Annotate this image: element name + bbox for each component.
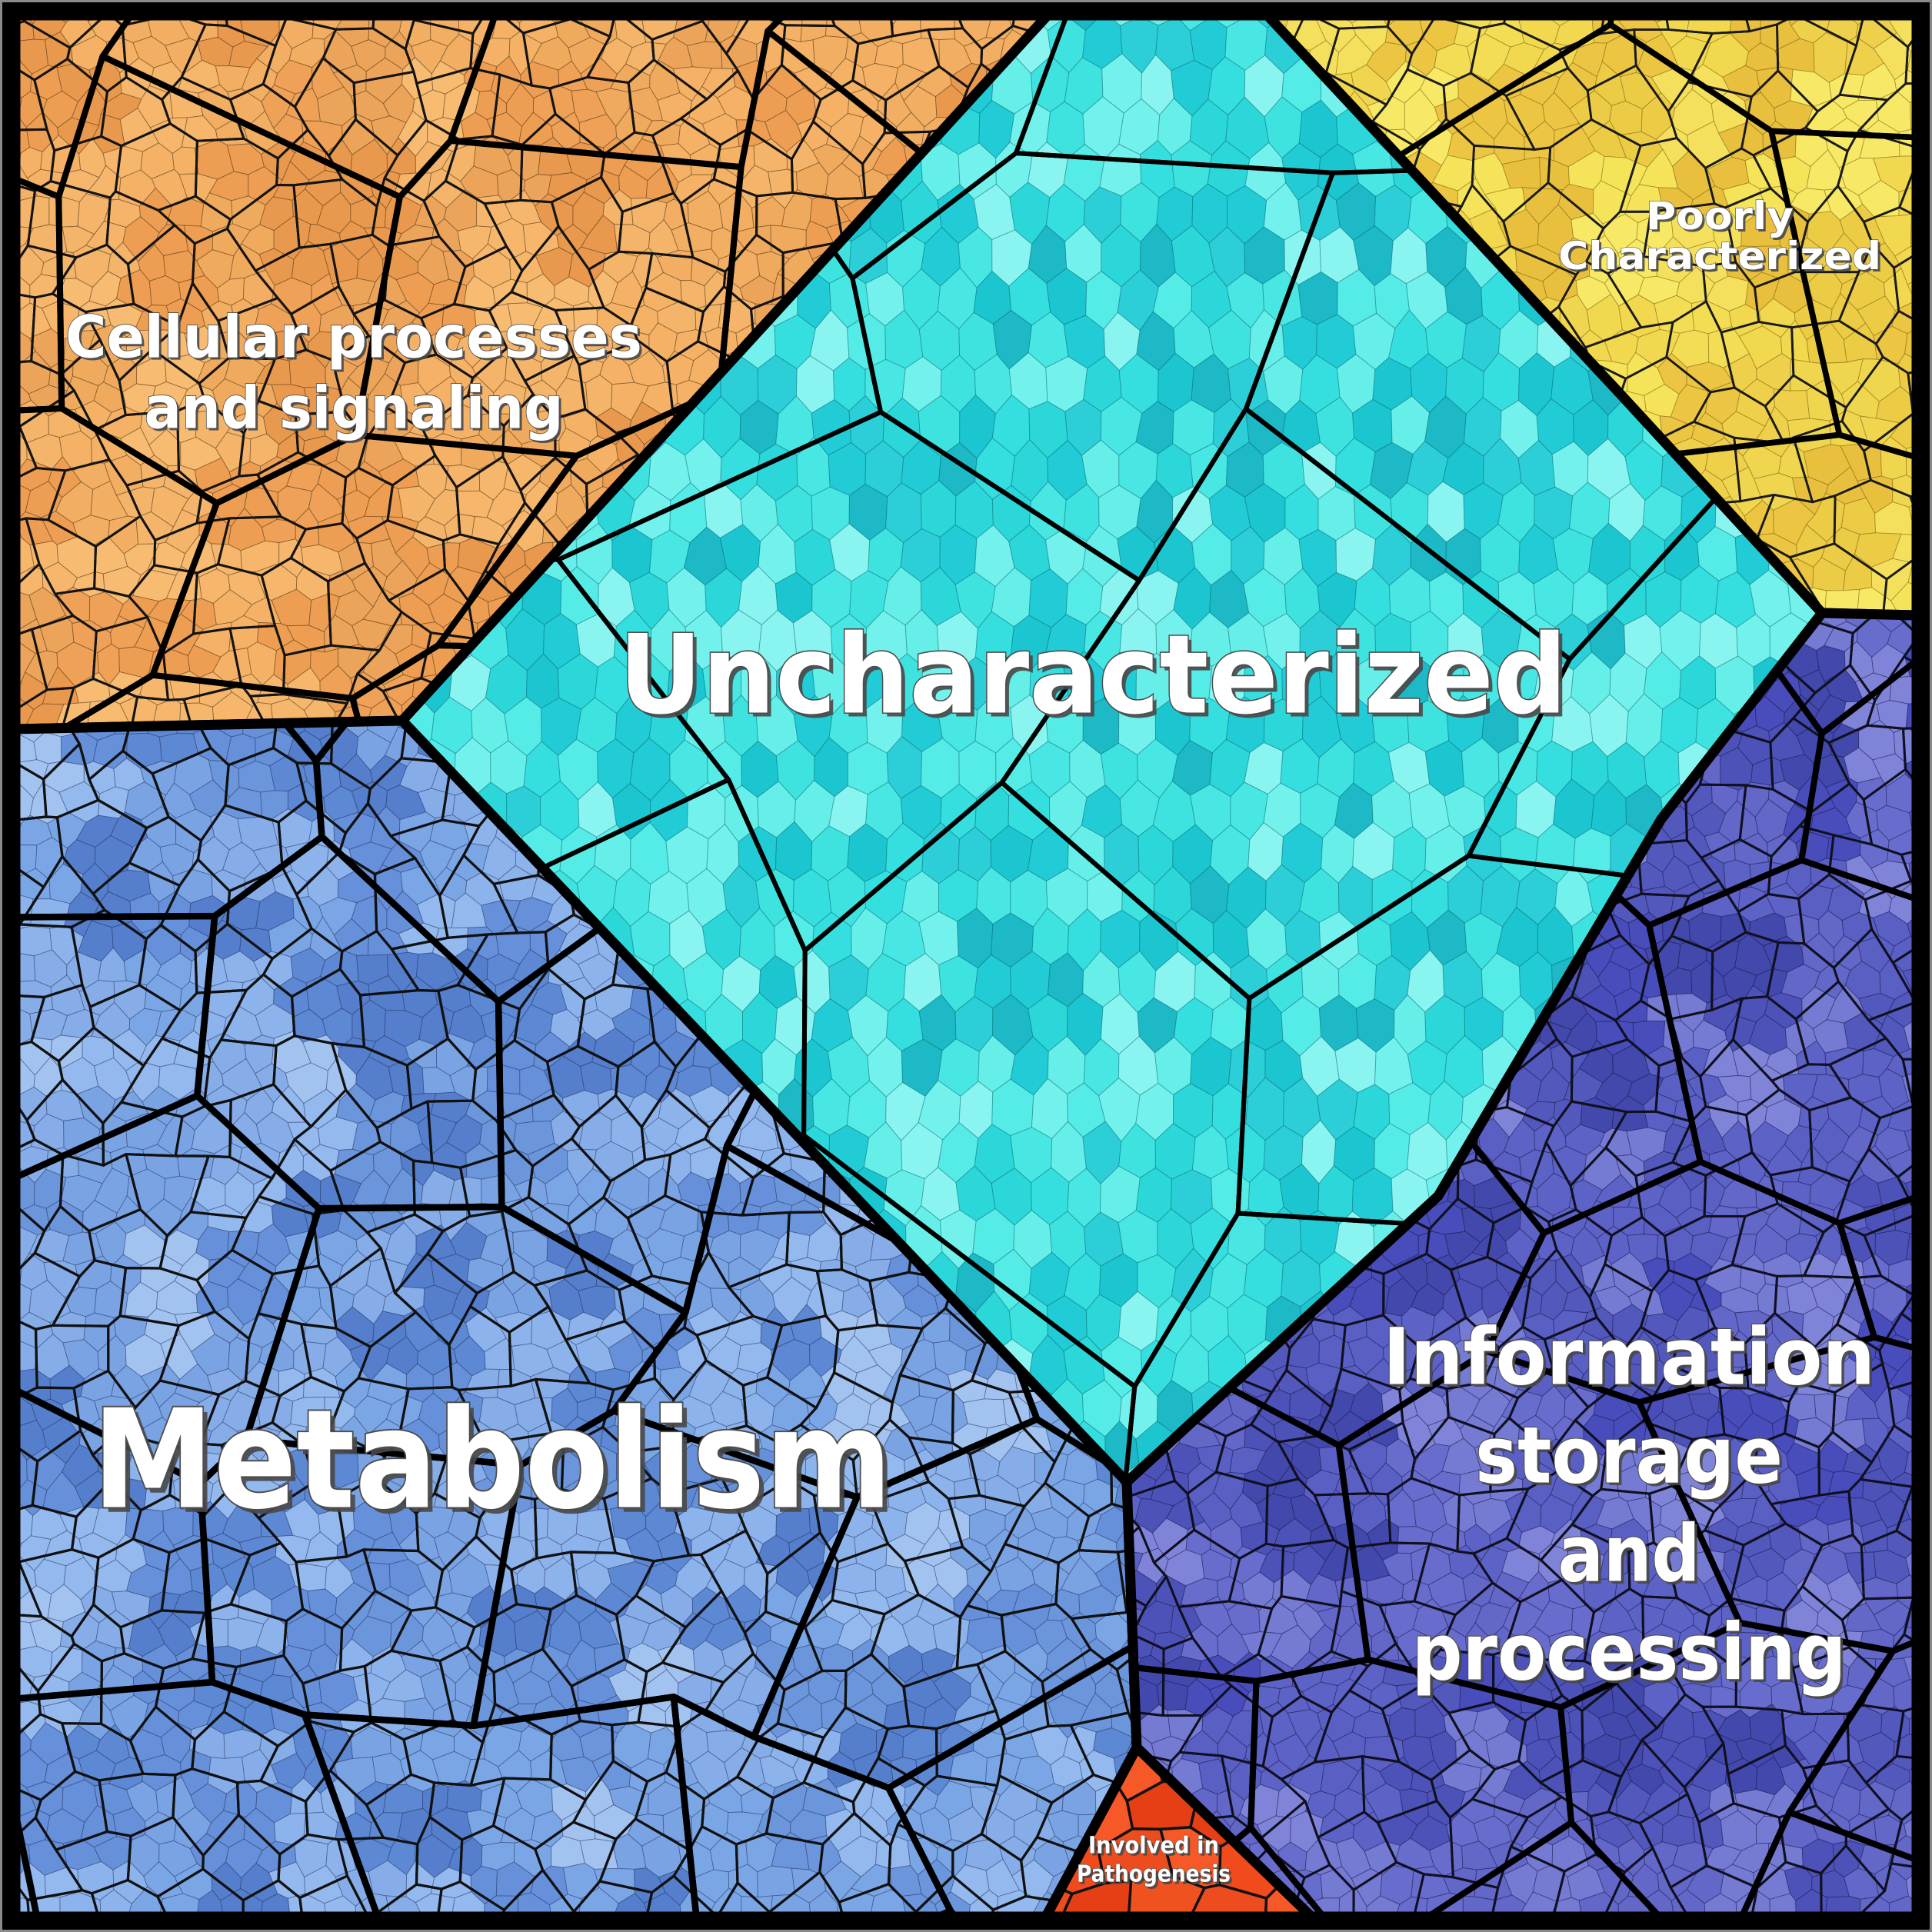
region-label-shadow: Involved in: [1091, 1835, 1221, 1862]
region-label-text: Information: [1383, 1312, 1875, 1404]
region-label-text: Uncharacterized: [619, 612, 1567, 739]
region-label-text: Involved in: [1088, 1833, 1219, 1860]
region-label-shadow: Cellular processes: [68, 305, 645, 374]
region-information-storage[interactable]: [738, 329, 1932, 1932]
region-label-text: Pathogenesis: [1077, 1861, 1231, 1888]
region-label-shadow: Uncharacterized: [622, 615, 1571, 742]
region-label-shadow: storage: [1478, 1413, 1786, 1504]
region-label-shadow: Poorly: [1648, 196, 1796, 241]
region-label-shadow: Metabolism: [97, 1385, 897, 1544]
region-label-shadow: and: [1561, 1511, 1703, 1603]
region-label-text: processing: [1412, 1607, 1847, 1699]
region-label-shadow: Information: [1386, 1314, 1878, 1406]
region-label-shadow: Characterized: [1561, 236, 1884, 281]
region-label-text: Characterized: [1558, 234, 1881, 278]
region-label-text: and signaling: [145, 374, 564, 442]
region-label-shadow: Pathogenesis: [1079, 1864, 1233, 1890]
region-label-text: Poorly: [1646, 194, 1794, 238]
region-label-text: Cellular processes: [65, 303, 642, 371]
region-label-shadow: processing: [1414, 1610, 1849, 1701]
region-label-shadow: and signaling: [147, 376, 566, 445]
region-label-text: Metabolism: [92, 1381, 892, 1540]
region-label-text: storage: [1475, 1411, 1783, 1502]
region-label-text: and: [1558, 1509, 1700, 1601]
region-label-information-storage: InformationInformationstoragestorageanda…: [1382, 1311, 1878, 1701]
